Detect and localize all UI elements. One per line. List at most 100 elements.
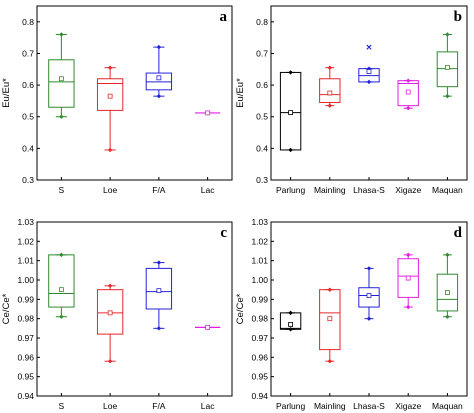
y-tick-label: 0.5	[22, 112, 34, 122]
x-tick-label: Maquan	[432, 185, 463, 195]
panel-letter: d	[454, 225, 463, 241]
y-tick-label: 0.7	[22, 48, 34, 58]
y-tick-label: 0.6	[256, 80, 268, 90]
min-marker	[445, 93, 450, 99]
mean-marker	[327, 316, 333, 322]
mean-marker	[156, 288, 162, 294]
box-loe	[96, 65, 124, 153]
panel-c: 0.94 0.95 0.96 0.97 0.98 0.99 1.00 1.01 1.02 1.03…	[1, 217, 233, 411]
y-tick-label: 1.03	[251, 217, 268, 227]
x-tick-label: S	[59, 185, 65, 195]
max-marker	[327, 65, 332, 70]
min-marker	[156, 326, 162, 331]
panel-d: 0.94 0.95 0.96 0.97 0.98 0.99 1.00 1.01 1.02 1.03…	[235, 217, 468, 411]
y-tick-label: 1.01	[17, 256, 34, 266]
min-marker	[406, 304, 411, 310]
max-marker	[445, 32, 450, 37]
y-tick-label: 0.95	[17, 372, 34, 382]
x-tick-label: Lhasa-S	[353, 401, 385, 411]
box-f-a	[145, 260, 173, 331]
max-marker	[288, 310, 293, 316]
mean-marker	[366, 69, 372, 74]
iqr-box	[48, 254, 75, 308]
y-tick-label: 0.97	[17, 333, 34, 343]
y-tick-label: 0.3	[22, 175, 34, 185]
x-tick-label: Parlung	[276, 185, 306, 195]
box-mainling	[319, 65, 341, 108]
box-lhasa-s	[358, 266, 380, 321]
iqr-box	[96, 289, 124, 335]
mean-marker	[366, 293, 372, 298]
y-tick-label: 0.98	[17, 314, 34, 324]
min-marker	[288, 147, 293, 153]
max-marker	[59, 32, 64, 37]
x-tick-label: Maquan	[432, 401, 463, 411]
box-loe	[96, 283, 124, 364]
min-marker	[327, 359, 332, 364]
box-f-a	[145, 44, 173, 99]
max-marker	[327, 287, 332, 292]
iqr-box	[436, 51, 459, 88]
x-tick-label: Parlung	[276, 401, 306, 411]
y-tick-label: 1.00	[17, 275, 34, 285]
x-tick-label: Mainling	[314, 185, 346, 195]
mean-marker	[58, 287, 64, 293]
box-xigaze	[397, 78, 419, 111]
max-marker	[288, 70, 293, 75]
mean-marker	[205, 324, 211, 330]
max-marker	[406, 78, 411, 83]
y-tick-label: 0.94	[251, 391, 268, 401]
x-tick-label: Lhasa-S	[353, 185, 385, 195]
y-tick-label: 1.03	[17, 217, 34, 227]
min-marker	[107, 147, 113, 153]
y-axis-label: Ce/Ce*	[1, 293, 12, 324]
min-marker	[366, 79, 372, 85]
y-tick-label: 0.96	[17, 352, 34, 362]
y-tick-label: 0.6	[22, 80, 34, 90]
box-lac	[194, 110, 221, 116]
box-maquan	[436, 32, 459, 99]
y-tick-label: 0.4	[256, 143, 268, 153]
y-tick-label: 1.02	[251, 236, 268, 246]
min-marker	[445, 314, 450, 319]
y-tick-label: 1.01	[251, 256, 268, 266]
x-tick-label: Lac	[201, 401, 215, 411]
min-marker	[156, 93, 162, 99]
max-marker	[107, 65, 113, 70]
iqr-box	[319, 78, 341, 103]
y-tick-label: 0.97	[251, 333, 268, 343]
y-tick-label: 0.94	[17, 391, 34, 401]
y-tick-label: 1.02	[17, 236, 34, 246]
x-tick-label: S	[59, 401, 65, 411]
min-marker	[288, 327, 293, 332]
min-marker	[107, 359, 113, 364]
y-axis-label: Ce/Ce*	[235, 293, 246, 324]
mean-marker	[58, 76, 64, 82]
max-marker	[445, 252, 450, 258]
mean-marker	[327, 90, 333, 96]
box-lac	[194, 324, 221, 330]
x-tick-label: F/A	[152, 185, 166, 195]
x-tick-label: Loe	[103, 185, 117, 195]
min-marker	[327, 103, 332, 108]
box-s	[48, 252, 75, 319]
y-tick-label: 0.4	[22, 143, 34, 153]
iqr-box	[397, 258, 419, 298]
box-lhasa-s	[358, 44, 380, 85]
y-tick-label: 0.95	[251, 372, 268, 382]
y-axis-label: Eu/Eu*	[235, 78, 246, 108]
max-marker	[156, 260, 162, 265]
mean-marker	[205, 110, 211, 116]
box-mainling	[319, 287, 341, 364]
iqr-box	[48, 59, 75, 108]
x-tick-label: Xigaze	[395, 401, 421, 411]
iqr-box	[436, 273, 459, 312]
mean-marker	[444, 290, 450, 295]
iqr-box	[96, 78, 124, 111]
min-marker	[406, 105, 411, 111]
max-marker	[59, 252, 64, 258]
outlier-marker	[366, 44, 372, 50]
panel-letter: c	[220, 225, 227, 241]
y-tick-label: 0.96	[251, 352, 268, 362]
panel-b: 0.3 0.4 0.5 0.6 0.7 0.8 Parlung Mainling Lhasa-S…	[235, 5, 468, 195]
